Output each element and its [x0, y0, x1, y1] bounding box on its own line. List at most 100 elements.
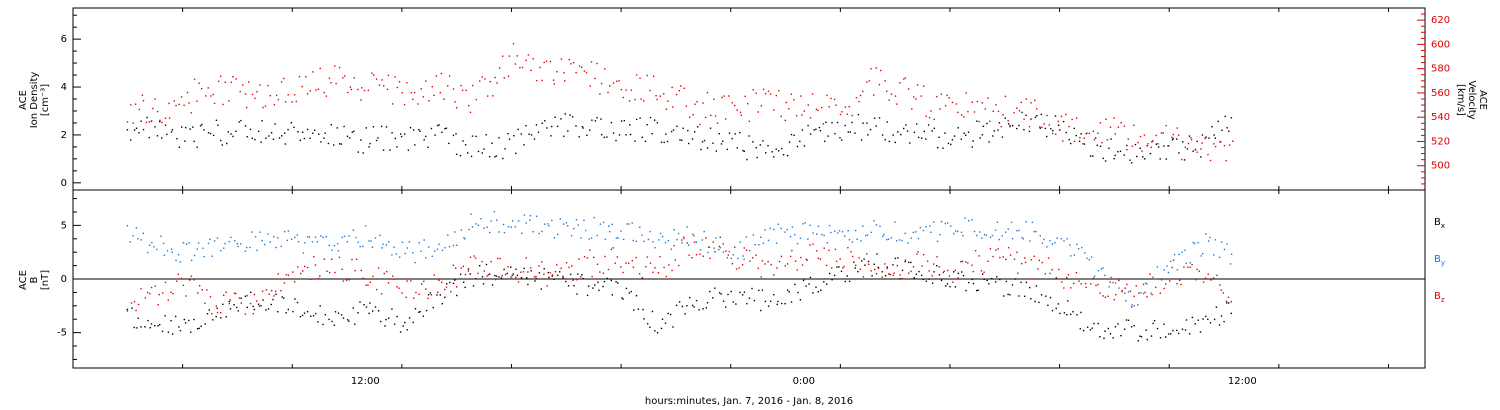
bz-point: [367, 284, 369, 286]
bx-point: [976, 289, 978, 292]
by-point: [635, 240, 637, 242]
velocity-point: [335, 82, 337, 85]
by-point: [1035, 230, 1037, 233]
density-point: [520, 133, 522, 135]
density-point: [339, 143, 341, 145]
velocity-point: [410, 92, 413, 94]
by-point: [1121, 291, 1123, 293]
velocity-point: [803, 110, 805, 112]
velocity-point: [778, 90, 780, 92]
bx-point: [342, 317, 345, 319]
velocity-point: [1155, 134, 1157, 137]
bz-point: [1151, 293, 1153, 296]
bz-point: [529, 267, 532, 269]
bz-point: [1073, 282, 1075, 285]
velocity-point: [757, 111, 759, 113]
by-point: [826, 242, 828, 244]
density-point: [603, 136, 605, 139]
density-point: [477, 150, 480, 153]
bottom-left-tick-label: -5: [57, 328, 67, 339]
bz-point: [1118, 279, 1120, 282]
velocity-point: [948, 97, 950, 99]
by-point: [1155, 278, 1157, 280]
by-point: [1100, 268, 1102, 270]
density-point: [925, 138, 927, 140]
bx-point: [312, 315, 315, 317]
velocity-point: [360, 99, 362, 101]
bx-point: [799, 299, 802, 301]
velocity-point: [141, 94, 144, 96]
bx-point: [573, 285, 575, 287]
density-point: [159, 120, 161, 123]
velocity-point: [403, 103, 406, 106]
density-point: [377, 137, 379, 139]
bx-point: [1034, 300, 1036, 303]
bx-point: [548, 276, 550, 279]
density-point: [712, 142, 714, 144]
bx-point: [452, 282, 455, 285]
bz-point: [1165, 283, 1167, 285]
by-point: [296, 234, 298, 236]
by-point: [370, 240, 372, 242]
bx-point: [988, 283, 990, 285]
bz-point: [1189, 266, 1191, 268]
by-point: [412, 252, 414, 254]
bz-point: [1041, 261, 1043, 264]
bx-point: [953, 271, 955, 273]
by-point: [925, 226, 927, 228]
bz-point: [665, 275, 667, 278]
bx-point: [1215, 306, 1218, 308]
by-point: [359, 245, 361, 248]
bz-point: [430, 294, 432, 296]
bx-point: [936, 265, 938, 267]
by-point: [659, 232, 662, 235]
by-point: [862, 225, 864, 227]
bz-point: [657, 272, 660, 274]
bz-point: [796, 269, 798, 271]
bz-point: [1009, 254, 1012, 256]
density-point: [448, 142, 450, 145]
bx-point: [287, 308, 289, 311]
bx-point: [1117, 323, 1119, 325]
top-right-tick-label: 580: [1431, 64, 1450, 75]
by-point: [677, 232, 680, 235]
velocity-point: [616, 80, 618, 82]
bz-point: [556, 264, 558, 266]
velocity-point: [251, 93, 254, 96]
bz-point: [1187, 266, 1189, 268]
bz-point: [699, 253, 701, 255]
velocity-point: [992, 110, 994, 112]
by-point: [1060, 238, 1063, 240]
bx-point: [408, 317, 411, 319]
density-point: [736, 147, 738, 149]
velocity-point: [1046, 114, 1048, 117]
bz-point: [341, 268, 343, 270]
bz-point: [398, 287, 400, 289]
velocity-point: [447, 85, 449, 87]
density-point: [181, 126, 183, 128]
by-point: [754, 243, 756, 246]
density-point: [261, 120, 263, 122]
bx-point: [1223, 320, 1225, 323]
by-point: [379, 234, 381, 237]
velocity-point: [760, 105, 763, 107]
bz-point: [599, 271, 601, 273]
bx-point: [712, 297, 714, 299]
bz-point: [983, 271, 985, 273]
velocity-point: [1141, 150, 1143, 152]
by-point: [1010, 221, 1013, 224]
density-point: [639, 117, 641, 119]
top-panel-marks: [126, 43, 1234, 164]
by-point: [1140, 292, 1142, 294]
density-point: [742, 149, 744, 152]
by-point: [647, 238, 650, 241]
bx-point: [1057, 303, 1060, 305]
density-point: [572, 116, 574, 118]
by-point: [1127, 291, 1130, 293]
by-point: [838, 230, 841, 232]
density-point: [297, 131, 299, 133]
by-point: [752, 234, 754, 236]
velocity-point: [620, 88, 623, 91]
bx-point: [691, 304, 694, 307]
bx-point: [742, 294, 744, 296]
